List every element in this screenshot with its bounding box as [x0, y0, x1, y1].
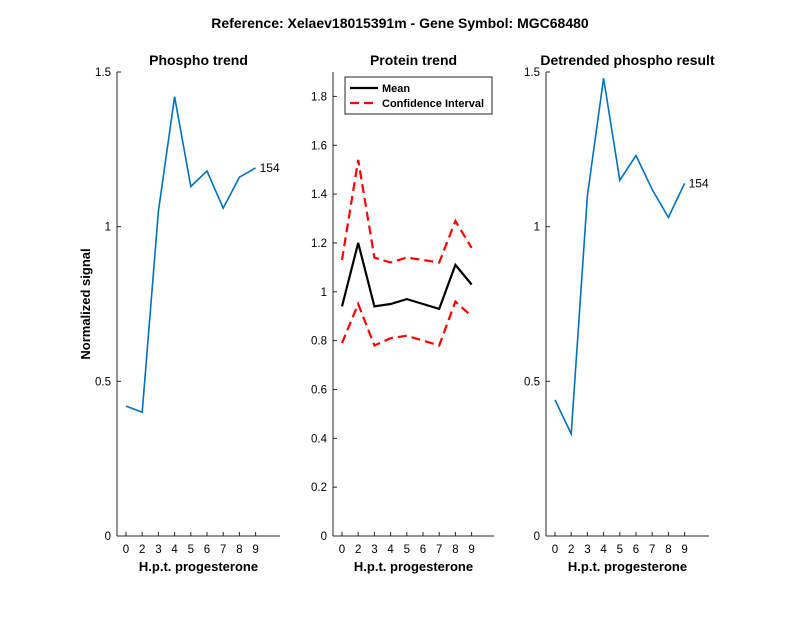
- y-tick-label: 1: [105, 222, 111, 234]
- y-tick-label: 0: [321, 531, 327, 543]
- y-tick-label: 1: [321, 287, 327, 299]
- x-tick-label: 5: [617, 544, 623, 556]
- x-tick-label: 6: [420, 544, 426, 556]
- legend: Mean Confidence Interval: [344, 76, 493, 115]
- x-tick-label: 8: [665, 544, 671, 556]
- x-tick-label: 7: [220, 544, 226, 556]
- x-axis-label: H.p.t. progesterone: [139, 559, 258, 574]
- x-axis-label: H.p.t. progesterone: [568, 559, 687, 574]
- x-tick-label: 6: [633, 544, 639, 556]
- x-tick-label: 9: [468, 544, 474, 556]
- panel-title: Protein trend: [370, 52, 457, 68]
- panel-title: Detrended phospho result: [540, 52, 715, 68]
- y-tick-label: 1.6: [311, 140, 327, 152]
- x-tick-label: 8: [452, 544, 458, 556]
- y-axis-label: Normalized signal: [78, 248, 93, 359]
- x-tick-label: 0: [339, 544, 345, 556]
- x-tick-label: 2: [355, 544, 361, 556]
- series-line-confidence-interval: [340, 159, 473, 264]
- series-line: [125, 96, 256, 414]
- series-line: [554, 78, 686, 438]
- x-tick-label: 6: [204, 544, 210, 556]
- y-tick-label: 0: [534, 531, 540, 543]
- x-tick-label: 2: [139, 544, 145, 556]
- x-tick-label: 3: [584, 544, 590, 556]
- figure-suptitle: Reference: Xelaev18015391m - Gene Symbol…: [211, 15, 589, 31]
- y-tick-label: 0.5: [524, 376, 540, 388]
- x-tick-label: 5: [404, 544, 410, 556]
- x-axis-label: H.p.t. progesterone: [354, 559, 473, 574]
- x-tick-label: 0: [123, 544, 129, 556]
- series-end-label: 154: [689, 176, 709, 190]
- x-tick-label: 7: [436, 544, 442, 556]
- y-tick-label: 0.5: [95, 376, 111, 388]
- x-tick-label: 7: [649, 544, 655, 556]
- y-tick-label: 0: [105, 531, 111, 543]
- y-tick-label: 0.8: [311, 336, 327, 348]
- x-tick-label: 8: [236, 544, 242, 556]
- legend-box: [344, 76, 493, 115]
- series-line-confidence-interval: [340, 299, 473, 347]
- x-tick-label: 3: [155, 544, 161, 556]
- x-tick-label: 2: [568, 544, 574, 556]
- y-tick-label: 1.2: [311, 238, 327, 250]
- x-tick-label: 9: [681, 544, 687, 556]
- y-tick-label: 1.5: [524, 67, 540, 79]
- x-tick-label: 9: [252, 544, 258, 556]
- panel-title: Phospho trend: [149, 52, 248, 68]
- y-tick-label: 0.6: [311, 384, 327, 396]
- y-tick-label: 1.5: [95, 67, 111, 79]
- x-tick-label: 0: [552, 544, 558, 556]
- y-tick-label: 1.8: [311, 91, 327, 103]
- legend-entry-confidence-interval: Confidence Interval: [382, 98, 484, 110]
- y-tick-label: 1: [534, 222, 540, 234]
- y-tick-label: 0.2: [311, 482, 327, 494]
- series-line-mean: [340, 242, 473, 311]
- x-tick-label: 5: [188, 544, 194, 556]
- series-end-label: 154: [260, 161, 280, 175]
- x-tick-label: 3: [371, 544, 377, 556]
- legend-entry-mean: Mean: [382, 83, 410, 95]
- x-tick-label: 4: [171, 544, 178, 556]
- y-tick-label: 1.4: [311, 189, 328, 201]
- y-tick-label: 0.4: [311, 433, 328, 445]
- panel-2: 00.20.40.60.811.21.41.61.80 2 3 4 5 6 7 8 9Prote…: [311, 52, 494, 574]
- x-tick-label: 4: [600, 544, 607, 556]
- x-tick-label: 4: [387, 544, 394, 556]
